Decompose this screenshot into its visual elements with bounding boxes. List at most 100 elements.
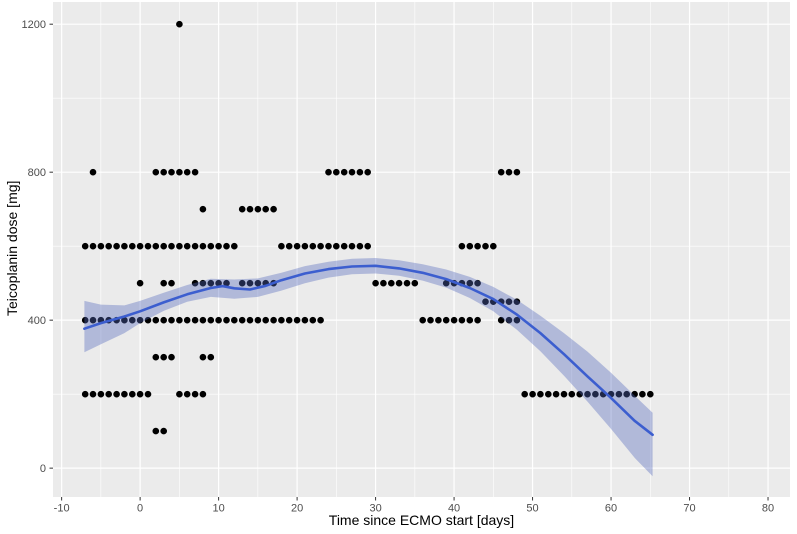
data-point xyxy=(231,316,238,324)
data-point xyxy=(81,316,89,324)
data-point xyxy=(490,242,497,250)
data-point xyxy=(529,390,536,398)
data-point xyxy=(223,316,230,324)
y-tick-label: 800 xyxy=(28,167,46,179)
data-point xyxy=(285,242,293,250)
data-point xyxy=(278,316,285,324)
data-point xyxy=(301,316,309,324)
x-tick-label: 60 xyxy=(605,503,617,515)
data-point xyxy=(191,316,199,324)
data-point xyxy=(121,390,128,398)
data-point xyxy=(513,168,521,176)
data-point xyxy=(183,168,191,176)
data-point xyxy=(317,316,324,324)
data-point xyxy=(474,316,481,324)
data-point xyxy=(545,390,552,398)
y-axis-title: Teicoplanin dose [mg] xyxy=(4,180,20,317)
x-tick-label: 30 xyxy=(369,503,381,515)
data-point xyxy=(450,316,458,324)
data-point xyxy=(497,316,505,324)
data-point xyxy=(513,316,521,324)
y-tick-label: 1200 xyxy=(22,19,46,31)
data-point xyxy=(537,390,544,398)
data-point xyxy=(466,279,474,287)
data-point xyxy=(254,205,262,213)
data-point xyxy=(293,316,301,324)
x-tick-label: 10 xyxy=(212,503,224,515)
data-point xyxy=(183,242,191,250)
data-point xyxy=(419,316,427,324)
data-point xyxy=(254,316,262,324)
data-point xyxy=(388,279,395,287)
data-point xyxy=(254,279,262,287)
data-point xyxy=(246,279,254,287)
data-point xyxy=(199,316,207,324)
data-point xyxy=(207,242,215,250)
data-point xyxy=(113,242,120,250)
data-point xyxy=(333,168,340,176)
data-point xyxy=(262,205,270,213)
data-point xyxy=(356,168,364,176)
data-point xyxy=(136,316,144,324)
data-point xyxy=(207,279,215,287)
data-point xyxy=(442,279,450,287)
data-point xyxy=(246,316,254,324)
grid-major xyxy=(53,2,790,497)
data-point xyxy=(442,316,450,324)
data-point xyxy=(325,242,332,250)
x-tick-label: 80 xyxy=(762,503,774,515)
data-point xyxy=(191,168,199,176)
data-point xyxy=(136,279,144,287)
data-point xyxy=(584,390,591,398)
y-tick-labels: 0 400 800 1200 xyxy=(22,19,46,475)
confidence-ribbon xyxy=(84,258,653,477)
data-point xyxy=(152,316,160,324)
data-point xyxy=(183,390,191,398)
grid-minor xyxy=(53,2,790,497)
tick-marks xyxy=(49,23,769,501)
data-point xyxy=(466,242,474,250)
data-point xyxy=(105,390,112,398)
data-point xyxy=(246,205,254,213)
data-point xyxy=(560,390,568,398)
data-point xyxy=(215,279,222,287)
data-point xyxy=(121,242,128,250)
data-point xyxy=(191,242,199,250)
data-point xyxy=(97,390,105,398)
data-point xyxy=(482,298,489,306)
data-point xyxy=(160,279,167,287)
x-tick-labels: -10 0 10 20 30 40 50 60 70 80 xyxy=(54,503,774,515)
data-point xyxy=(474,242,481,250)
y-tick-label: 400 xyxy=(28,315,46,327)
data-point xyxy=(278,242,285,250)
data-point xyxy=(152,353,160,361)
data-point xyxy=(647,390,654,398)
data-point xyxy=(348,168,356,176)
data-point xyxy=(521,390,528,398)
data-point xyxy=(121,316,128,324)
data-point xyxy=(466,316,474,324)
data-point xyxy=(340,242,348,250)
data-point xyxy=(160,353,167,361)
data-point xyxy=(340,168,348,176)
data-point xyxy=(380,279,387,287)
data-point xyxy=(309,242,317,250)
data-point xyxy=(293,242,301,250)
data-point xyxy=(81,242,89,250)
data-point xyxy=(474,279,481,287)
x-tick-label: 20 xyxy=(291,503,303,515)
data-point xyxy=(152,242,160,250)
data-point xyxy=(176,390,183,398)
data-point xyxy=(136,390,144,398)
data-point xyxy=(176,242,183,250)
data-point xyxy=(152,168,160,176)
x-tick-label: 0 xyxy=(137,503,143,515)
x-tick-label: 70 xyxy=(683,503,695,515)
y-tick-label: 0 xyxy=(40,463,46,475)
data-point xyxy=(144,242,152,250)
data-point xyxy=(129,316,136,324)
data-point xyxy=(144,316,152,324)
x-axis-title: Time since ECMO start [days] xyxy=(328,512,515,528)
x-tick-label: -10 xyxy=(54,503,70,515)
